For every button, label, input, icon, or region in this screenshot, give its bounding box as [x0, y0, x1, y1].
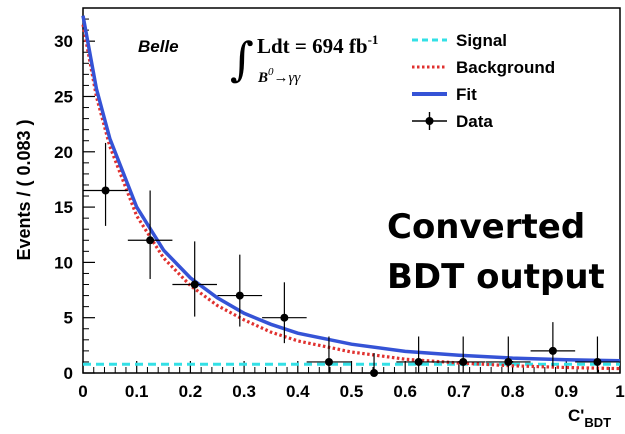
x-tick-label: 0.7 [447, 382, 471, 401]
data-point [83, 142, 128, 226]
x-tick-label: 0.9 [554, 382, 578, 401]
data-marker [370, 369, 379, 377]
data-point [396, 336, 441, 373]
legend-label: Signal [456, 31, 507, 50]
fit-curve [81, 15, 621, 363]
data-marker [504, 357, 513, 366]
data-marker [324, 357, 333, 366]
data-marker [101, 186, 110, 195]
decay-products: →γγ [274, 70, 302, 86]
y-tick-label: 15 [54, 198, 73, 217]
converted-bdt-annotation: Converted BDT output [387, 207, 605, 297]
data-point [217, 254, 263, 327]
legend-data-marker [425, 117, 434, 125]
x-axis-title-base: C' [568, 406, 584, 425]
y-tick-label: 5 [64, 309, 73, 328]
data-points [83, 142, 620, 377]
annotation-line-2: BDT output [387, 257, 605, 297]
data-marker [414, 357, 423, 366]
data-point [306, 336, 352, 373]
legend-item-fit: Fit [412, 85, 477, 104]
data-marker [190, 280, 199, 289]
x-axis-title-subscript: BDT [584, 415, 611, 430]
data-point [575, 336, 620, 373]
integral-icon: ∫ [230, 32, 254, 86]
data-marker [235, 291, 244, 300]
x-tick-label: 0.5 [340, 382, 364, 401]
y-tick-label: 30 [54, 32, 73, 51]
data-point [530, 322, 576, 367]
legend-item-data: Data [412, 112, 493, 131]
decay-superscript: 0 [268, 66, 274, 78]
luminosity-annotation: ∫ Ldt = 694 fb-1 B0→γγ [230, 32, 378, 86]
x-axis: 0 0.1 0.2 0.3 0.4 0.5 0.6 0.7 0.8 0.9 1 [78, 361, 625, 401]
data-marker [459, 357, 468, 366]
x-tick-label: 0.1 [125, 382, 149, 401]
legend: Signal Background Fit Data [412, 31, 555, 131]
experiment-label: Belle [138, 37, 179, 56]
y-tick-label: 0 [64, 364, 73, 383]
decay-base: B [257, 70, 268, 86]
legend-item-signal: Signal [412, 31, 507, 50]
x-tick-label: 1 [615, 382, 624, 401]
legend-label: Background [456, 58, 555, 77]
decay-label: B0→γγ [257, 66, 301, 86]
data-point [127, 190, 173, 279]
x-tick-label: 0.6 [393, 382, 417, 401]
data-marker [146, 236, 155, 245]
data-point [351, 353, 397, 377]
fit-curves [81, 15, 621, 371]
x-tick-label: 0.3 [232, 382, 256, 401]
luminosity-value: Ldt = 694 fb [257, 34, 368, 58]
x-tick-label: 0.2 [179, 382, 203, 401]
background-curve [81, 24, 621, 371]
x-tick-label: 0 [78, 382, 87, 401]
y-axis: 0 5 10 15 20 25 30 [54, 7, 95, 383]
data-marker [548, 346, 557, 355]
luminosity-exponent: -1 [368, 32, 379, 47]
data-point [440, 336, 486, 373]
y-axis-title: Events / ( 0.083 ) [14, 119, 34, 260]
legend-item-background: Background [412, 58, 555, 77]
x-tick-label: 0.4 [286, 382, 310, 401]
y-tick-label: 10 [54, 253, 73, 272]
luminosity-label: Ldt = 694 fb-1 [257, 32, 378, 58]
data-marker [593, 357, 602, 366]
data-point [262, 282, 307, 344]
legend-label: Data [456, 112, 493, 131]
y-tick-label: 20 [54, 143, 73, 162]
data-point [486, 336, 531, 373]
data-marker [280, 313, 289, 322]
annotation-line-1: Converted [387, 207, 585, 247]
legend-label: Fit [456, 85, 477, 104]
data-point [172, 241, 217, 317]
y-tick-label: 25 [54, 87, 73, 106]
x-tick-label: 0.8 [501, 382, 525, 401]
x-axis-title: C'BDT [568, 406, 611, 430]
